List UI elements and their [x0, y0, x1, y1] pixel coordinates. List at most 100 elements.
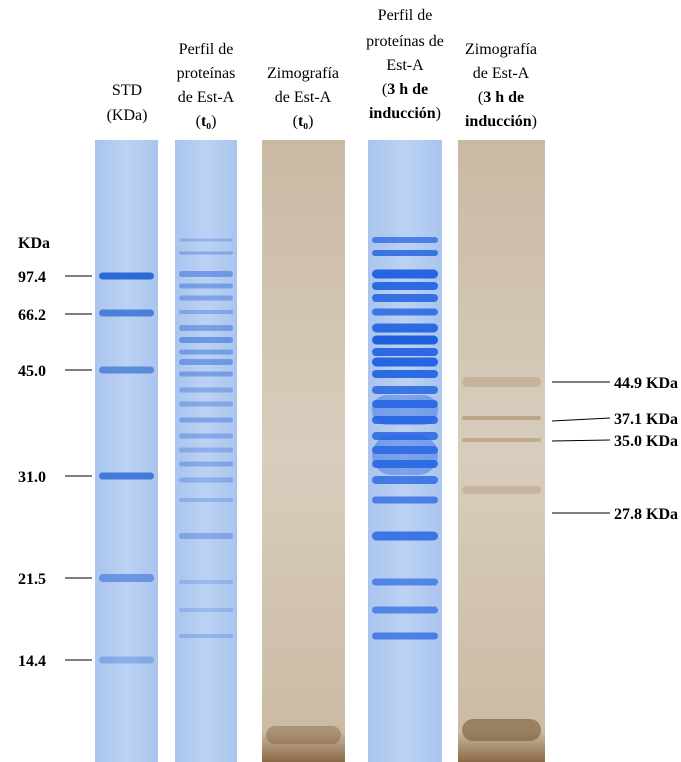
gel-band — [462, 377, 541, 387]
gel-band — [179, 608, 233, 612]
header-text: Perfil de — [179, 41, 234, 58]
header-text: de Est-A — [473, 65, 530, 82]
header-text: inducción — [369, 105, 436, 122]
lane-header-line: inducción) — [465, 113, 537, 130]
lane-header-line: de Est-A — [473, 65, 530, 82]
gel-lane — [95, 140, 158, 762]
gel-band — [179, 434, 233, 439]
band-pointer — [552, 440, 610, 441]
header-text: proteínas de — [366, 33, 444, 50]
gel-band — [179, 337, 233, 343]
gel-band — [99, 367, 154, 374]
gel-band — [372, 395, 438, 425]
header-text: ) — [532, 113, 537, 130]
gel-band — [372, 579, 438, 586]
gel-band — [179, 478, 233, 483]
gel-band — [179, 634, 233, 638]
gel-band — [372, 386, 438, 394]
gel-band — [372, 435, 438, 475]
gel-band — [462, 416, 541, 420]
lane-header-line: Zimografía — [465, 41, 537, 58]
lane-header-line: (t₀) — [293, 113, 314, 130]
gel-band — [372, 309, 438, 316]
axis-unit: KDa — [18, 235, 50, 252]
gel-band — [179, 418, 233, 423]
gel-band — [99, 310, 154, 317]
lane-header-line: (3 h de — [382, 81, 428, 98]
gel-band — [372, 633, 438, 640]
header-text: (KDa) — [107, 107, 148, 124]
gel-band — [372, 336, 438, 345]
gel-band — [99, 473, 154, 480]
lane-header-line: proteínas — [177, 65, 236, 82]
gel-band — [99, 574, 154, 582]
band-pointer — [552, 418, 610, 421]
gel-band — [99, 657, 154, 664]
marker-label: 97.4 — [18, 269, 46, 286]
gel-band — [372, 358, 438, 367]
header-text: de Est-A — [275, 89, 332, 106]
lane-header-line: Zimografía — [267, 65, 339, 82]
lane-header-line: (KDa) — [107, 107, 148, 124]
band-label: 27.8 KDa — [614, 506, 678, 523]
header-text: STD — [112, 82, 142, 99]
header-text: Est-A — [386, 57, 424, 74]
band-label: 37.1 KDa — [614, 411, 678, 428]
gel-band — [179, 533, 233, 539]
header-text: t₀ — [298, 113, 308, 130]
gel-band — [179, 296, 233, 301]
gel-band — [372, 237, 438, 243]
gel-lane — [262, 140, 345, 762]
marker-label: 14.4 — [18, 653, 46, 670]
gel-band — [372, 370, 438, 378]
marker-label: 31.0 — [18, 469, 46, 486]
gel-band — [462, 719, 541, 741]
header-text: 3 h de — [387, 81, 428, 98]
header-text: proteínas — [177, 65, 236, 82]
gel-band — [179, 310, 233, 314]
header-text: 3 h de — [483, 89, 524, 106]
lane-header-line: proteínas de — [366, 33, 444, 50]
band-label: 44.9 KDa — [614, 375, 678, 392]
gel-band — [372, 607, 438, 614]
gel-band — [179, 580, 233, 584]
marker-label: 45.0 — [18, 363, 46, 380]
gel-band — [462, 438, 541, 442]
header-text: t₀ — [201, 113, 211, 130]
gel-band — [462, 486, 541, 494]
lane-header-line: Est-A — [386, 57, 424, 74]
gel-band — [179, 402, 233, 407]
band-label: 35.0 KDa — [614, 433, 678, 450]
gel-band — [372, 532, 438, 541]
header-text: de Est-A — [178, 89, 235, 106]
gel-band — [372, 282, 438, 290]
header-text: Perfil de — [378, 7, 433, 24]
header-text: Zimografía — [465, 41, 537, 58]
marker-label: 66.2 — [18, 307, 46, 324]
gel-band — [372, 270, 438, 279]
header-text: inducción — [465, 113, 532, 130]
gel-lane — [458, 140, 545, 762]
gel-band — [179, 271, 233, 277]
gel-band — [179, 239, 233, 242]
gel-band — [179, 325, 233, 331]
lane-header-line: (t₀) — [196, 113, 217, 130]
marker-label: 21.5 — [18, 571, 46, 588]
gel-band — [179, 252, 233, 255]
gel-band — [179, 284, 233, 289]
gel-band — [372, 294, 438, 302]
gel-band — [99, 273, 154, 280]
lane-header-line: (3 h de — [478, 89, 524, 106]
page: {"headers":[ {"lines":[[{"text":"STD","b… — [0, 0, 681, 762]
header-text: ) — [308, 113, 313, 130]
gel-band — [179, 359, 233, 365]
header-text: ) — [436, 105, 441, 122]
header-text: Zimografía — [267, 65, 339, 82]
gel-band — [179, 372, 233, 377]
lane-header-line: inducción) — [369, 105, 441, 122]
gel-band — [179, 388, 233, 393]
lane-header-line: de Est-A — [178, 89, 235, 106]
gel-band — [372, 476, 438, 484]
gel-band — [266, 726, 341, 744]
lane-header-line: STD — [112, 82, 142, 99]
